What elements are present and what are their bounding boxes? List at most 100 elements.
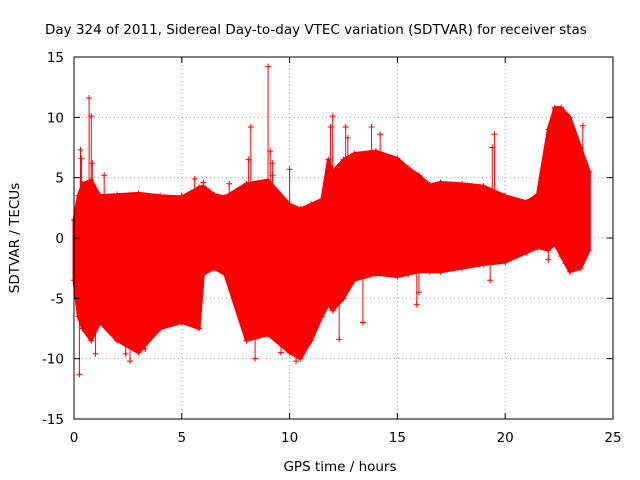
x-tick-label: 0 xyxy=(70,430,79,446)
upper-envelope-point xyxy=(586,168,593,175)
lower-envelope-point xyxy=(200,271,207,278)
lower-envelope-point xyxy=(340,295,347,302)
outlier-point xyxy=(293,358,300,365)
upper-envelope-point xyxy=(243,180,250,187)
y-tick-label: 0 xyxy=(55,231,64,247)
upper-envelope-point xyxy=(340,156,347,163)
upper-envelope-point xyxy=(394,155,401,162)
upper-envelope-point xyxy=(135,190,142,197)
upper-envelope-point xyxy=(480,183,487,190)
lower-envelope-point xyxy=(221,271,228,278)
lower-envelope-point xyxy=(114,337,121,344)
outlier-point xyxy=(78,155,85,162)
outlier-point xyxy=(88,113,95,120)
lower-envelope-point xyxy=(534,244,541,251)
outlier-point xyxy=(77,146,84,153)
outlier-point xyxy=(191,175,198,182)
lower-envelope-point xyxy=(426,268,433,275)
upper-envelope-point xyxy=(523,198,530,205)
outlier-point xyxy=(329,113,336,120)
upper-envelope-point xyxy=(157,192,164,199)
outlier-point xyxy=(127,358,134,365)
outlier-point xyxy=(269,172,276,179)
upper-envelope-point xyxy=(372,148,379,155)
x-axis-label: GPS time / hours xyxy=(283,459,396,475)
outlier-point xyxy=(487,277,494,284)
outlier-point xyxy=(142,346,149,353)
lower-envelope-point xyxy=(243,337,250,344)
outlier-point xyxy=(415,289,422,296)
upper-envelope-point xyxy=(426,181,433,188)
upper-envelope-point xyxy=(351,150,358,157)
lower-envelope-point xyxy=(372,271,379,278)
outlier-point xyxy=(372,171,379,178)
upper-envelope-point xyxy=(566,114,573,121)
outlier-point xyxy=(101,172,108,179)
outlier-point xyxy=(368,123,375,130)
lower-envelope-point xyxy=(196,325,203,332)
upper-envelope-point xyxy=(221,193,228,200)
upper-envelope-point xyxy=(558,104,565,111)
x-tick-label: 10 xyxy=(281,430,298,446)
outlier-point xyxy=(226,180,233,187)
x-tick-label: 25 xyxy=(604,430,621,446)
outlier-point xyxy=(336,336,343,343)
lower-envelope-point xyxy=(88,337,95,344)
upper-envelope-point xyxy=(308,201,315,208)
lower-envelope-point xyxy=(178,319,185,326)
upper-envelope-point xyxy=(459,180,466,187)
outlier-point xyxy=(122,350,129,357)
outlier-point xyxy=(413,301,420,308)
lower-envelope-point xyxy=(523,249,530,256)
upper-envelope-point xyxy=(75,192,82,199)
lower-envelope-point xyxy=(351,277,358,284)
upper-envelope-point xyxy=(196,184,203,191)
upper-envelope-point xyxy=(415,172,422,179)
outlier-point xyxy=(551,105,558,112)
upper-envelope-point xyxy=(437,179,444,186)
outlier-point xyxy=(545,256,552,263)
chart-title: Day 324 of 2011, Sidereal Day-to-day VTE… xyxy=(45,22,587,38)
outlier-point xyxy=(411,171,418,178)
outlier-point xyxy=(247,123,254,130)
outlier-point xyxy=(489,144,496,151)
outlier-point xyxy=(89,160,96,167)
outlier-point xyxy=(267,148,274,155)
outlier-point xyxy=(92,350,99,357)
lower-envelope-point xyxy=(211,265,218,272)
outlier-point xyxy=(86,95,93,102)
y-axis-label: SDTVAR / TECUs xyxy=(7,183,23,293)
outlier-point xyxy=(76,371,83,378)
outlier-point xyxy=(556,113,563,120)
lower-envelope-point xyxy=(318,313,325,320)
upper-envelope-point xyxy=(502,192,509,199)
outlier-point xyxy=(200,179,207,186)
lower-envelope-point xyxy=(79,325,86,332)
upper-envelope-point xyxy=(114,191,121,198)
lower-envelope-point xyxy=(586,247,593,254)
lower-envelope-point xyxy=(308,337,315,344)
y-tick-label: 15 xyxy=(47,50,64,66)
lower-envelope-point xyxy=(286,349,293,356)
lower-envelope-point xyxy=(394,273,401,280)
outlier-point xyxy=(277,349,284,356)
lower-envelope-point xyxy=(502,259,509,266)
outlier-point xyxy=(562,260,569,267)
outlier-point xyxy=(286,166,293,173)
upper-envelope-point xyxy=(96,192,103,199)
lower-envelope-point xyxy=(480,261,487,268)
outlier-point xyxy=(178,192,185,199)
lower-envelope-point xyxy=(75,313,82,320)
outlier-point xyxy=(579,122,586,129)
lower-envelope-point xyxy=(157,325,164,332)
lower-envelope-point xyxy=(551,241,558,248)
upper-envelope-point xyxy=(211,191,218,198)
lower-envelope-point xyxy=(265,331,272,338)
lower-envelope-point xyxy=(577,265,584,272)
lower-envelope-point xyxy=(459,265,466,272)
lower-envelope-point xyxy=(437,268,444,275)
outlier-point xyxy=(252,355,259,362)
outlier-point xyxy=(342,123,349,130)
y-tick-label: -15 xyxy=(42,412,64,428)
